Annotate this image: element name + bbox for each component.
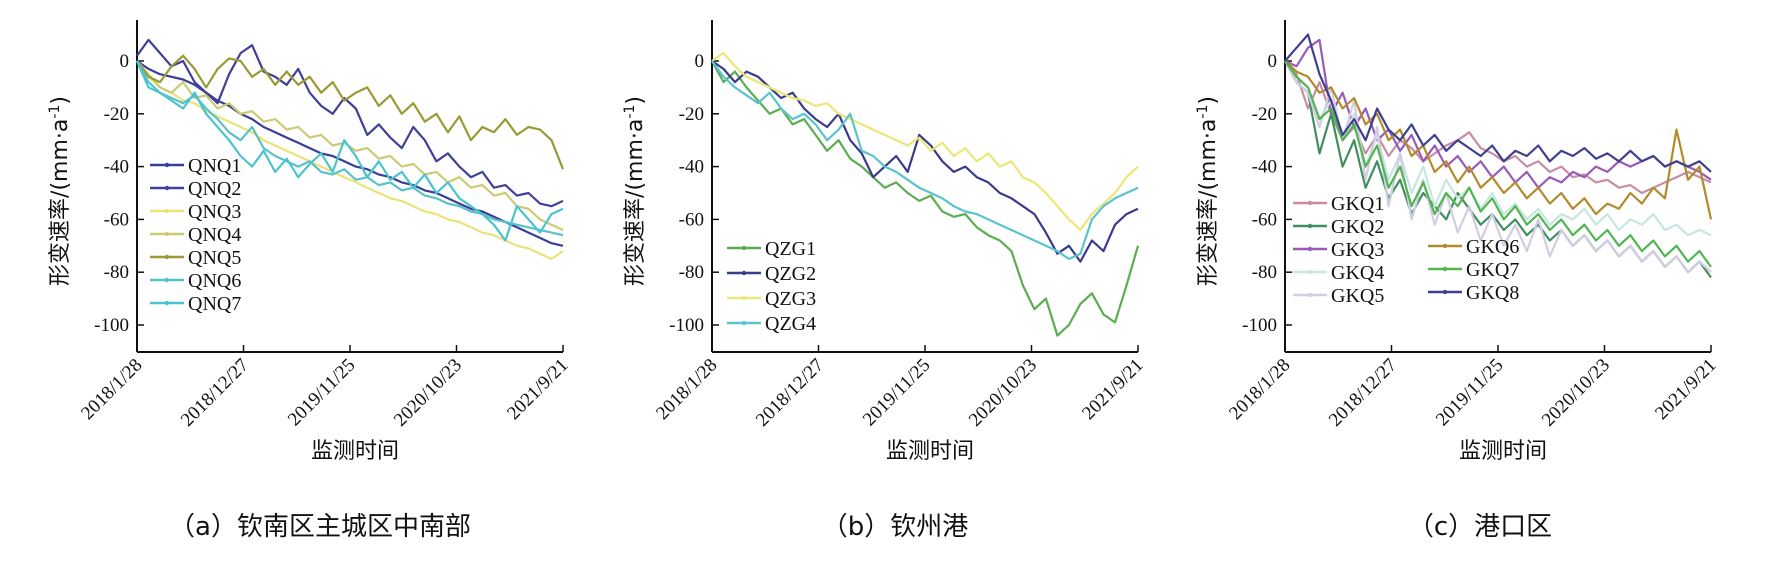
legend-marker xyxy=(1442,266,1448,272)
chart-panel-c: 0 -20 -40 -60 -80 -100 2018/1/28 2018/12/27 2019… xyxy=(1195,20,1721,542)
series-line-gkq3 xyxy=(1284,38,1712,189)
legend-marker xyxy=(1442,243,1448,249)
legend-label: QZG2 xyxy=(765,263,816,285)
series-line-qzg3 xyxy=(711,51,1139,232)
y-tick-label: 0 xyxy=(1268,51,1278,72)
legend-label: QNQ7 xyxy=(188,293,241,315)
y-tick-label: -60 xyxy=(1252,209,1277,230)
x-tick-label: 2021/9/21 xyxy=(503,355,572,424)
legend-label: QNQ4 xyxy=(188,224,241,246)
legend-marker xyxy=(1307,269,1313,275)
legend-label: QNQ1 xyxy=(188,155,241,177)
series-line-qzg2 xyxy=(711,60,1139,263)
x-axis-title: 监测时间 xyxy=(886,439,974,464)
x-tick-label: 2021/9/21 xyxy=(1078,355,1147,424)
legend-marker xyxy=(1307,200,1313,206)
y-tick-label: -20 xyxy=(104,104,129,125)
legend-marker xyxy=(164,254,170,260)
x-tick-label: 2020/10/23 xyxy=(390,355,466,431)
legend-label: QNQ2 xyxy=(188,178,241,200)
series-line-gkq5 xyxy=(1284,60,1712,274)
y-tick-label: -100 xyxy=(669,315,704,336)
legend-label: QZG4 xyxy=(765,313,816,335)
legend-marker xyxy=(741,320,747,326)
y-tick-label: -20 xyxy=(1252,104,1277,125)
y-tick-label: -40 xyxy=(679,157,704,178)
legend-label: GKQ7 xyxy=(1466,259,1519,281)
y-tick-label: 0 xyxy=(120,51,130,72)
legend-marker xyxy=(741,295,747,301)
chart-panel-b: 0 -20 -40 -60 -80 -100 2018/1/28 2018/12/27 2019… xyxy=(622,20,1148,542)
x-tick-label: 2019/11/25 xyxy=(1432,355,1508,431)
y-tick-label: -80 xyxy=(1252,262,1277,283)
x-tick-label: 2020/10/23 xyxy=(965,355,1041,431)
legend-label: GKQ1 xyxy=(1331,193,1384,215)
y-tick-label: -80 xyxy=(679,262,704,283)
legend-label: GKQ4 xyxy=(1331,262,1384,284)
y-tick-label: -40 xyxy=(104,157,129,178)
legend-marker xyxy=(164,277,170,283)
series-line-qnq5 xyxy=(136,54,565,170)
y-tick-label: -40 xyxy=(1252,157,1277,178)
series-line-qnq3 xyxy=(136,60,564,261)
x-axis-title: 监测时间 xyxy=(1459,439,1547,464)
x-tick-label: 2019/11/25 xyxy=(859,355,935,431)
legend-marker xyxy=(164,300,170,306)
x-tick-label: 2020/10/23 xyxy=(1538,355,1614,431)
x-axis-title: 监测时间 xyxy=(311,439,399,464)
y-tick-label: -80 xyxy=(104,262,129,283)
series-line-qnq7 xyxy=(135,60,564,242)
legend-marker xyxy=(1442,289,1448,295)
x-tick-label: 2018/1/28 xyxy=(77,355,146,424)
series-line-gkq7 xyxy=(1284,60,1712,268)
series-line-gkq6 xyxy=(1284,60,1713,220)
y-axis-title: 形变速率/(mm·a-1) xyxy=(47,96,73,286)
legend-marker xyxy=(164,185,170,191)
y-tick-label: 0 xyxy=(695,51,705,72)
legend-marker xyxy=(164,208,170,214)
legend-label: GKQ2 xyxy=(1331,216,1384,238)
y-tick-label: -20 xyxy=(679,104,704,125)
legend-marker xyxy=(741,245,747,251)
chart-panel-a: 0 -20 -40 -60 -80 -100 2018/1/28 2018/12/27 2019… xyxy=(47,20,573,542)
y-tick-label: -60 xyxy=(679,209,704,230)
legend-marker xyxy=(1307,246,1313,252)
y-tick-label: -60 xyxy=(104,209,129,230)
x-tick-label: 2021/9/21 xyxy=(1651,355,1720,424)
series-line-gkq8 xyxy=(1284,33,1712,173)
x-tick-label: 2018/1/28 xyxy=(652,355,721,424)
x-tick-label: 2018/12/27 xyxy=(752,355,828,431)
legend-label: GKQ6 xyxy=(1466,236,1519,258)
x-tick-label: 2018/1/28 xyxy=(1225,355,1294,424)
legend-label: QZG1 xyxy=(765,238,816,260)
y-tick-label: -100 xyxy=(1242,315,1277,336)
y-axis-title: 形变速率/(mm·a-1) xyxy=(622,96,648,286)
y-axis-title: 形变速率/(mm·a-1) xyxy=(1195,96,1221,286)
x-tick-label: 2018/12/27 xyxy=(1325,355,1401,431)
series-line-qnq6 xyxy=(136,60,564,237)
legend-label: GKQ3 xyxy=(1331,239,1384,261)
x-tick-label: 2018/12/27 xyxy=(177,355,253,431)
legend-label: GKQ8 xyxy=(1466,282,1519,304)
panel-caption: （a）钦南区主城区中南部 xyxy=(169,512,471,542)
legend-label: QNQ5 xyxy=(188,247,241,269)
legend-marker xyxy=(164,231,170,237)
legend-marker xyxy=(1307,223,1313,229)
x-tick-label: 2019/11/25 xyxy=(284,355,360,431)
legend-marker xyxy=(164,162,170,168)
legend-marker xyxy=(741,270,747,276)
legend-label: QZG3 xyxy=(765,288,816,310)
legend-label: QNQ6 xyxy=(188,270,241,292)
series-line-qnq2 xyxy=(136,38,564,208)
legend-marker xyxy=(1307,292,1313,298)
legend-label: QNQ3 xyxy=(188,201,241,223)
panel-caption: （c）港口区 xyxy=(1408,512,1552,542)
panel-caption: （b）钦州港 xyxy=(822,512,969,542)
series-line-qzg4 xyxy=(711,60,1139,261)
legend-label: GKQ5 xyxy=(1331,285,1384,307)
y-tick-label: -100 xyxy=(94,315,129,336)
